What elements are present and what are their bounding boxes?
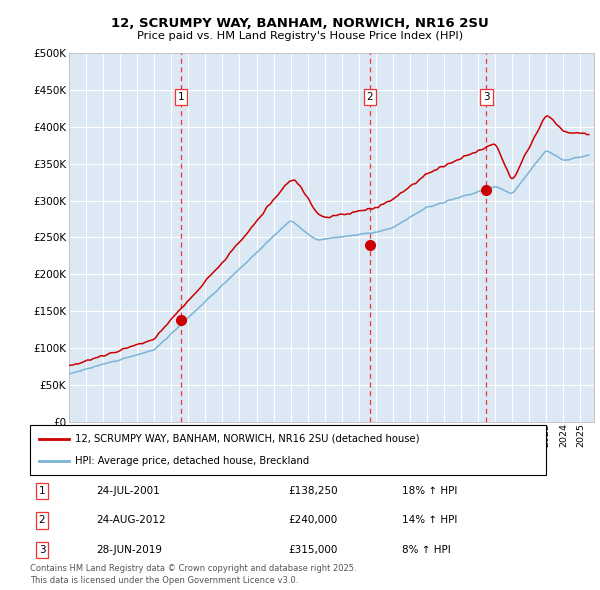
Text: HPI: Average price, detached house, Breckland: HPI: Average price, detached house, Brec…: [75, 456, 309, 466]
Text: £240,000: £240,000: [288, 516, 337, 525]
Text: 8% ↑ HPI: 8% ↑ HPI: [402, 545, 451, 555]
Text: 28-JUN-2019: 28-JUN-2019: [96, 545, 162, 555]
Text: 1: 1: [38, 486, 46, 496]
Text: This data is licensed under the Open Government Licence v3.0.: This data is licensed under the Open Gov…: [30, 576, 298, 585]
Text: £315,000: £315,000: [288, 545, 337, 555]
Text: 2: 2: [38, 516, 46, 525]
Text: 24-JUL-2001: 24-JUL-2001: [96, 486, 160, 496]
Text: 12, SCRUMPY WAY, BANHAM, NORWICH, NR16 2SU: 12, SCRUMPY WAY, BANHAM, NORWICH, NR16 2…: [111, 17, 489, 30]
Text: 24-AUG-2012: 24-AUG-2012: [96, 516, 166, 525]
Text: £138,250: £138,250: [288, 486, 338, 496]
Text: Price paid vs. HM Land Registry's House Price Index (HPI): Price paid vs. HM Land Registry's House …: [137, 31, 463, 41]
Text: 3: 3: [38, 545, 46, 555]
Text: Contains HM Land Registry data © Crown copyright and database right 2025.: Contains HM Land Registry data © Crown c…: [30, 565, 356, 573]
Text: 12, SCRUMPY WAY, BANHAM, NORWICH, NR16 2SU (detached house): 12, SCRUMPY WAY, BANHAM, NORWICH, NR16 2…: [75, 434, 419, 444]
Text: 1: 1: [178, 93, 184, 102]
Text: 18% ↑ HPI: 18% ↑ HPI: [402, 486, 457, 496]
Text: 14% ↑ HPI: 14% ↑ HPI: [402, 516, 457, 525]
Text: 3: 3: [483, 93, 490, 102]
Text: 2: 2: [367, 93, 373, 102]
